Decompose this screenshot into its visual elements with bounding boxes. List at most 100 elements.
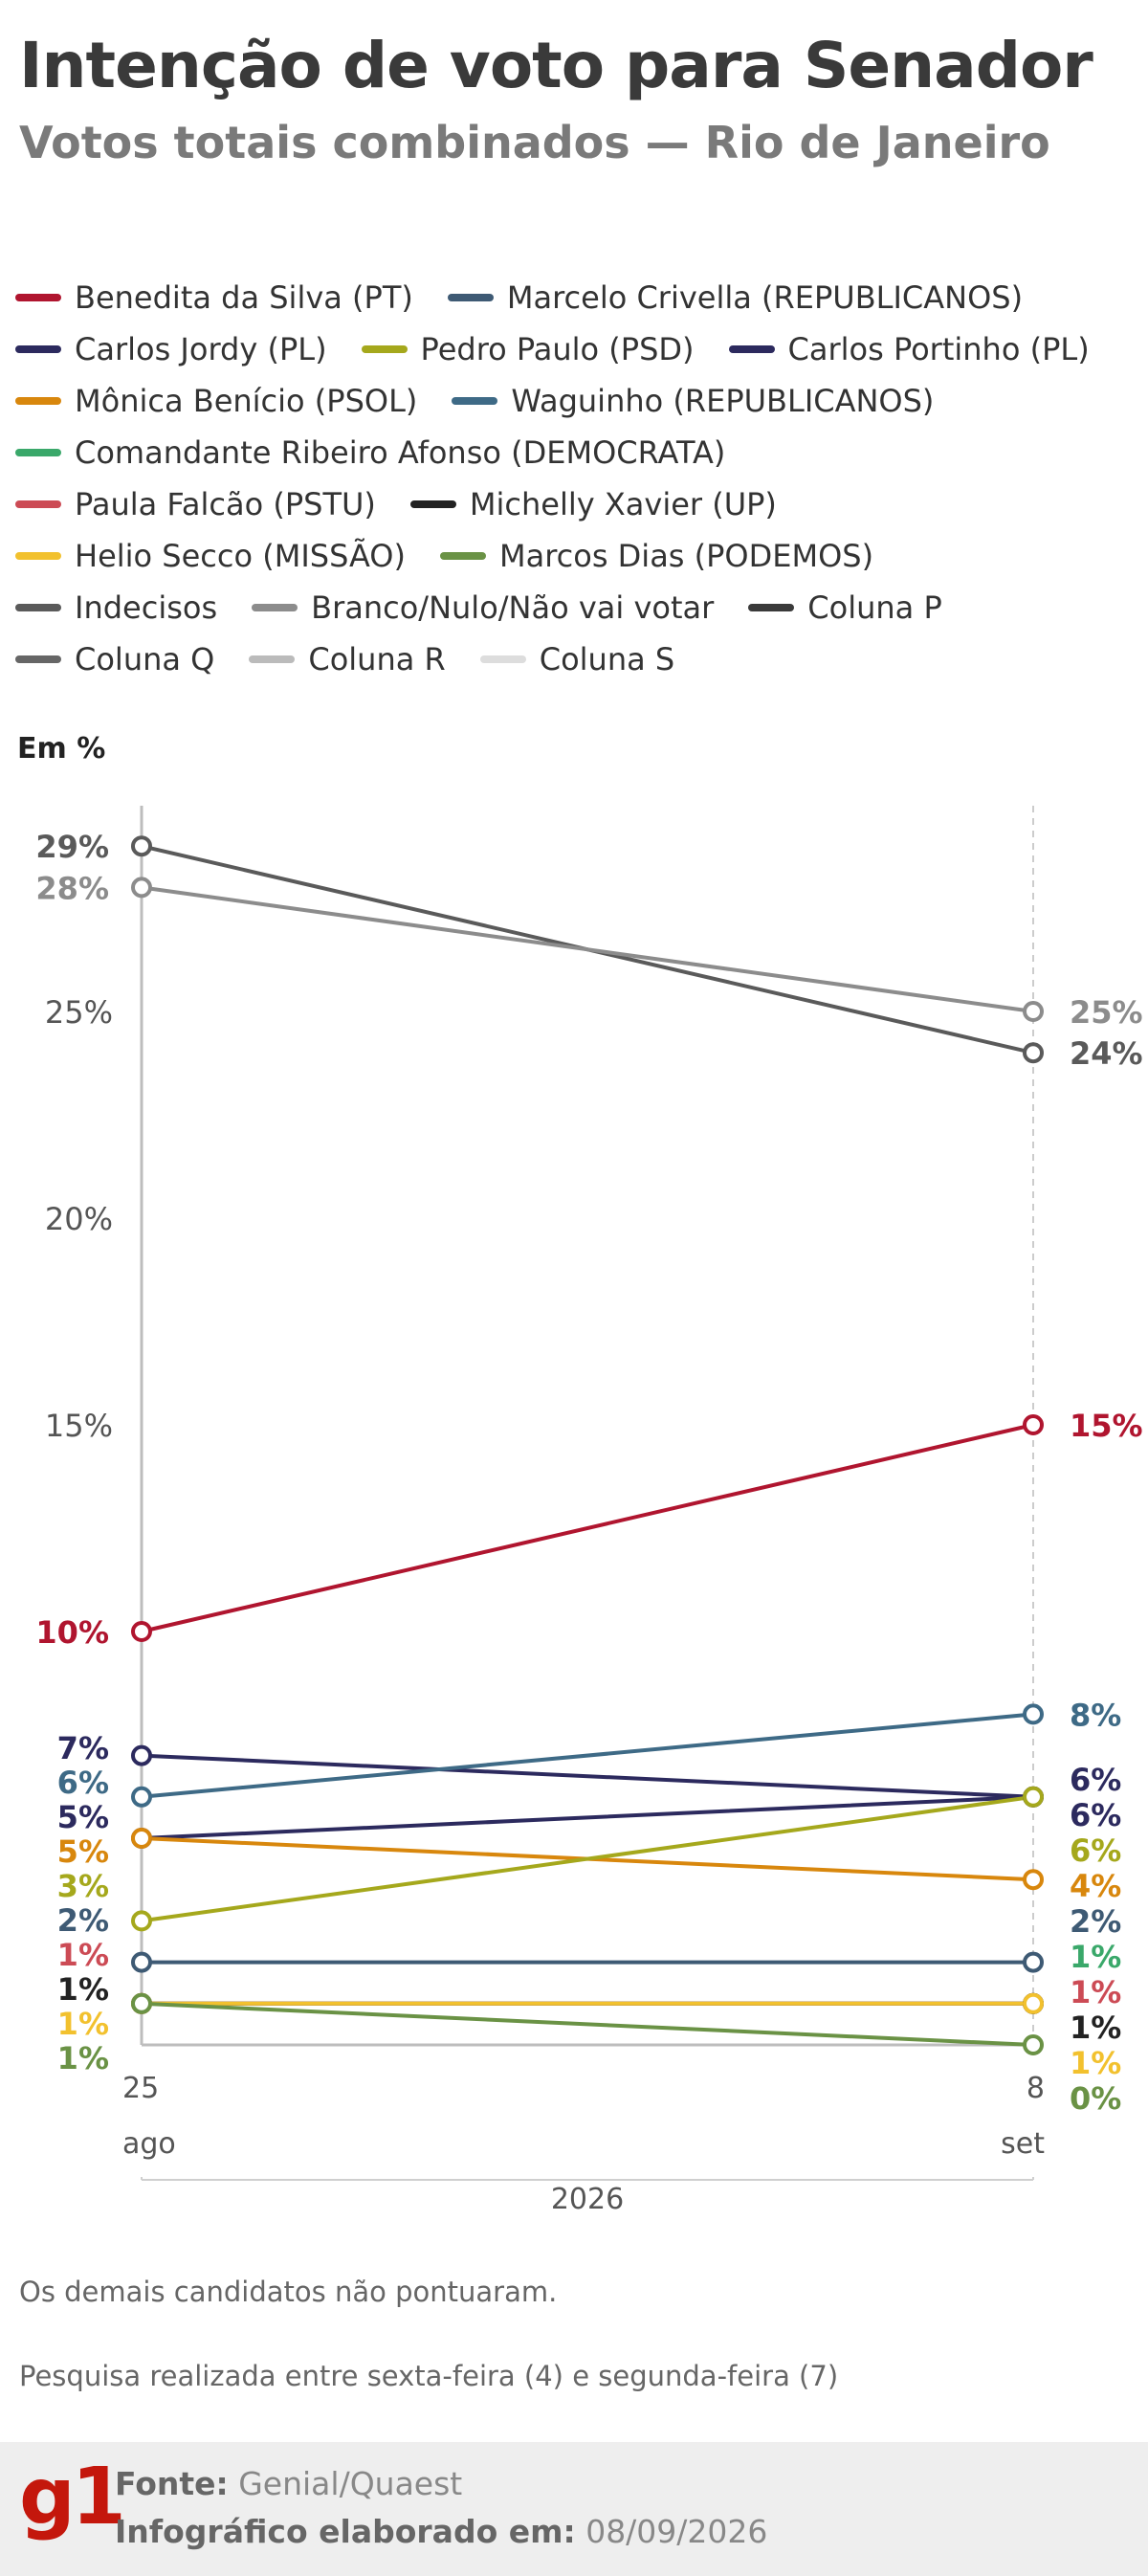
y-tick-label: 20% (45, 1201, 113, 1237)
legend-label: Benedita da Silva (PT) (75, 279, 413, 316)
legend-row: Benedita da Silva (PT) Marcelo Crivella (… (15, 272, 1135, 323)
legend-label: Indecisos (75, 589, 218, 626)
legend-item: Pedro Paulo (PSD) (361, 331, 695, 367)
series-point (1023, 2034, 1044, 2055)
legend-label: Mônica Benício (PSOL) (75, 383, 418, 419)
legend-label: Coluna R (308, 641, 446, 677)
legend-item: Helio Secco (MISSÃO) (15, 538, 406, 574)
legend-swatch (15, 604, 61, 611)
legend-label: Carlos Jordy (PL) (75, 331, 327, 367)
legend-label: Marcos Dias (PODEMOS) (498, 538, 874, 574)
series-point (1023, 1001, 1044, 1022)
credit-value: 08/09/2026 (575, 2513, 768, 2550)
series-point (131, 1992, 152, 2014)
legend-label: Marcelo Crivella (REPUBLICANOS) (506, 279, 1024, 316)
value-label-start: 2% (57, 1902, 109, 1939)
x-tick-month: set (1001, 2127, 1045, 2161)
legend-swatch (728, 345, 775, 353)
legend-label: Coluna Q (75, 641, 215, 677)
value-label-end: 2% (1070, 1903, 1121, 1940)
legend-label: Pedro Paulo (PSD) (420, 331, 695, 367)
series-line (140, 1423, 1035, 1633)
legend-swatch (409, 500, 456, 508)
source-label: Fonte: (115, 2465, 229, 2502)
legend-swatch (15, 345, 61, 353)
series-point (1023, 1414, 1044, 1435)
y-tick-label: 25% (45, 994, 113, 1031)
value-label-end: 6% (1070, 1762, 1121, 1798)
x-tick-day: 25 (122, 2072, 159, 2105)
value-label-start: 1% (57, 2040, 109, 2076)
series-point (131, 1786, 152, 1808)
value-label-end: 1% (1070, 1974, 1121, 2010)
legend-item: Coluna P (748, 589, 942, 626)
note-survey-period: Pesquisa realizada entre sexta-feira (4)… (19, 2360, 839, 2392)
legend-row: Paula Falcão (PSTU) Michelly Xavier (UP) (15, 478, 1135, 530)
footer: g1 Fonte: Genial/Quaest Infográfico elab… (0, 2442, 1148, 2576)
legend-item: Coluna Q (15, 641, 214, 677)
legend-swatch (15, 655, 61, 663)
value-label-start: 10% (35, 1614, 109, 1651)
series-point (131, 1910, 152, 1932)
value-label-start: 29% (35, 829, 109, 865)
series-line (140, 2001, 1035, 2047)
value-label-end: 4% (1070, 1868, 1121, 1904)
legend-row: Indecisos Branco/Nulo/Não vai votar Coluna… (15, 582, 1135, 633)
value-label-end: 25% (1070, 994, 1143, 1031)
legend-item: Branco/Nulo/Não vai votar (252, 589, 714, 626)
series-point (131, 1951, 152, 1973)
legend-row: Mônica Benício (PSOL) Waguinho (REPUBLICA… (15, 375, 1135, 427)
credit-label: Infográfico elaborado em: (115, 2513, 576, 2550)
value-label-start: 5% (57, 1799, 109, 1835)
series-point (1023, 1869, 1044, 1891)
legend-label: Michelly Xavier (UP) (469, 486, 777, 522)
legend-label: Comandante Ribeiro Afonso (DEMOCRATA) (75, 434, 726, 471)
series-line (140, 1712, 1035, 1799)
series-line (140, 885, 1035, 1013)
legend-item: Carlos Portinho (PL) (728, 331, 1090, 367)
legend-item: Marcos Dias (PODEMOS) (439, 538, 874, 574)
legend-item: Mônica Benício (PSOL) (15, 383, 417, 419)
series-point (1023, 1951, 1044, 1973)
legend: Benedita da Silva (PT) Marcelo Crivella (… (15, 272, 1135, 685)
source-value: Genial/Quaest (228, 2465, 463, 2502)
legend-swatch (15, 500, 61, 508)
legend-swatch (15, 552, 61, 560)
series-point (131, 835, 152, 857)
legend-item: Coluna S (479, 641, 675, 677)
legend-label: Coluna S (539, 641, 675, 677)
legend-swatch (447, 294, 494, 301)
legend-item: Waguinho (REPUBLICANOS) (452, 383, 934, 419)
legend-label: Waguinho (REPUBLICANOS) (511, 383, 935, 419)
x-tick-month: ago (122, 2127, 176, 2161)
legend-swatch (15, 397, 61, 405)
legend-row: Comandante Ribeiro Afonso (DEMOCRATA) (15, 427, 1135, 478)
legend-row: Coluna Q Coluna R Coluna S (15, 633, 1135, 685)
value-label-end: 8% (1070, 1697, 1121, 1733)
value-label-start: 3% (57, 1868, 109, 1904)
legend-swatch (252, 604, 298, 611)
legend-item: Michelly Xavier (UP) (409, 486, 777, 522)
legend-item: Paula Falcão (PSTU) (15, 486, 376, 522)
legend-swatch (249, 655, 296, 663)
legend-label: Carlos Portinho (PL) (787, 331, 1090, 367)
legend-label: Branco/Nulo/Não vai votar (311, 589, 715, 626)
series-point (131, 1621, 152, 1642)
note-not-scored: Os demais candidatos não pontuaram. (19, 2276, 558, 2308)
value-label-start: 1% (57, 1971, 109, 2008)
series-point (1023, 1786, 1044, 1808)
source-line: Fonte: Genial/Quaest (115, 2465, 462, 2502)
legend-swatch (15, 449, 61, 456)
value-label-start: 1% (57, 2006, 109, 2042)
legend-item: Carlos Jordy (PL) (15, 331, 327, 367)
value-label-end: 15% (1070, 1408, 1143, 1444)
credit-line: Infográfico elaborado em: 08/09/2026 (115, 2513, 767, 2550)
value-label-end: 1% (1070, 2045, 1121, 2081)
legend-item: Indecisos (15, 589, 217, 626)
legend-label: Paula Falcão (PSTU) (75, 486, 376, 522)
legend-swatch (479, 655, 526, 663)
series-line (140, 1794, 1035, 1923)
series-point (131, 1744, 152, 1766)
series-line (140, 1753, 1035, 1799)
legend-swatch (439, 552, 486, 560)
